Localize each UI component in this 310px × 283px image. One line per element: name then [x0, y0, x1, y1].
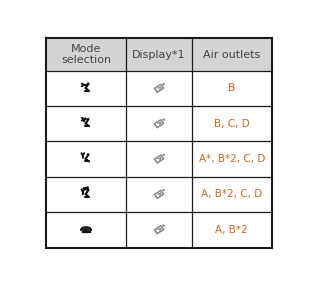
Bar — [46, 71, 272, 106]
Circle shape — [163, 154, 164, 155]
Text: A, B*2, C, D: A, B*2, C, D — [201, 190, 262, 200]
Circle shape — [87, 83, 89, 85]
Bar — [46, 106, 272, 142]
Circle shape — [163, 190, 164, 191]
Bar — [46, 38, 272, 71]
Text: B: B — [228, 83, 235, 93]
Circle shape — [87, 187, 88, 188]
Circle shape — [163, 119, 164, 120]
Bar — [46, 142, 272, 177]
Text: B, C, D: B, C, D — [214, 119, 250, 129]
Text: A, B*2: A, B*2 — [215, 225, 248, 235]
Circle shape — [87, 154, 89, 155]
Bar — [46, 212, 272, 248]
Text: Mode
selection: Mode selection — [61, 44, 111, 65]
Text: A*, B*2, C, D: A*, B*2, C, D — [198, 154, 265, 164]
Circle shape — [163, 225, 164, 226]
Bar — [46, 177, 272, 212]
Text: Air outlets: Air outlets — [203, 50, 260, 59]
Circle shape — [87, 119, 89, 120]
Circle shape — [163, 83, 164, 85]
Circle shape — [87, 189, 89, 191]
Text: Display*1: Display*1 — [132, 50, 186, 59]
